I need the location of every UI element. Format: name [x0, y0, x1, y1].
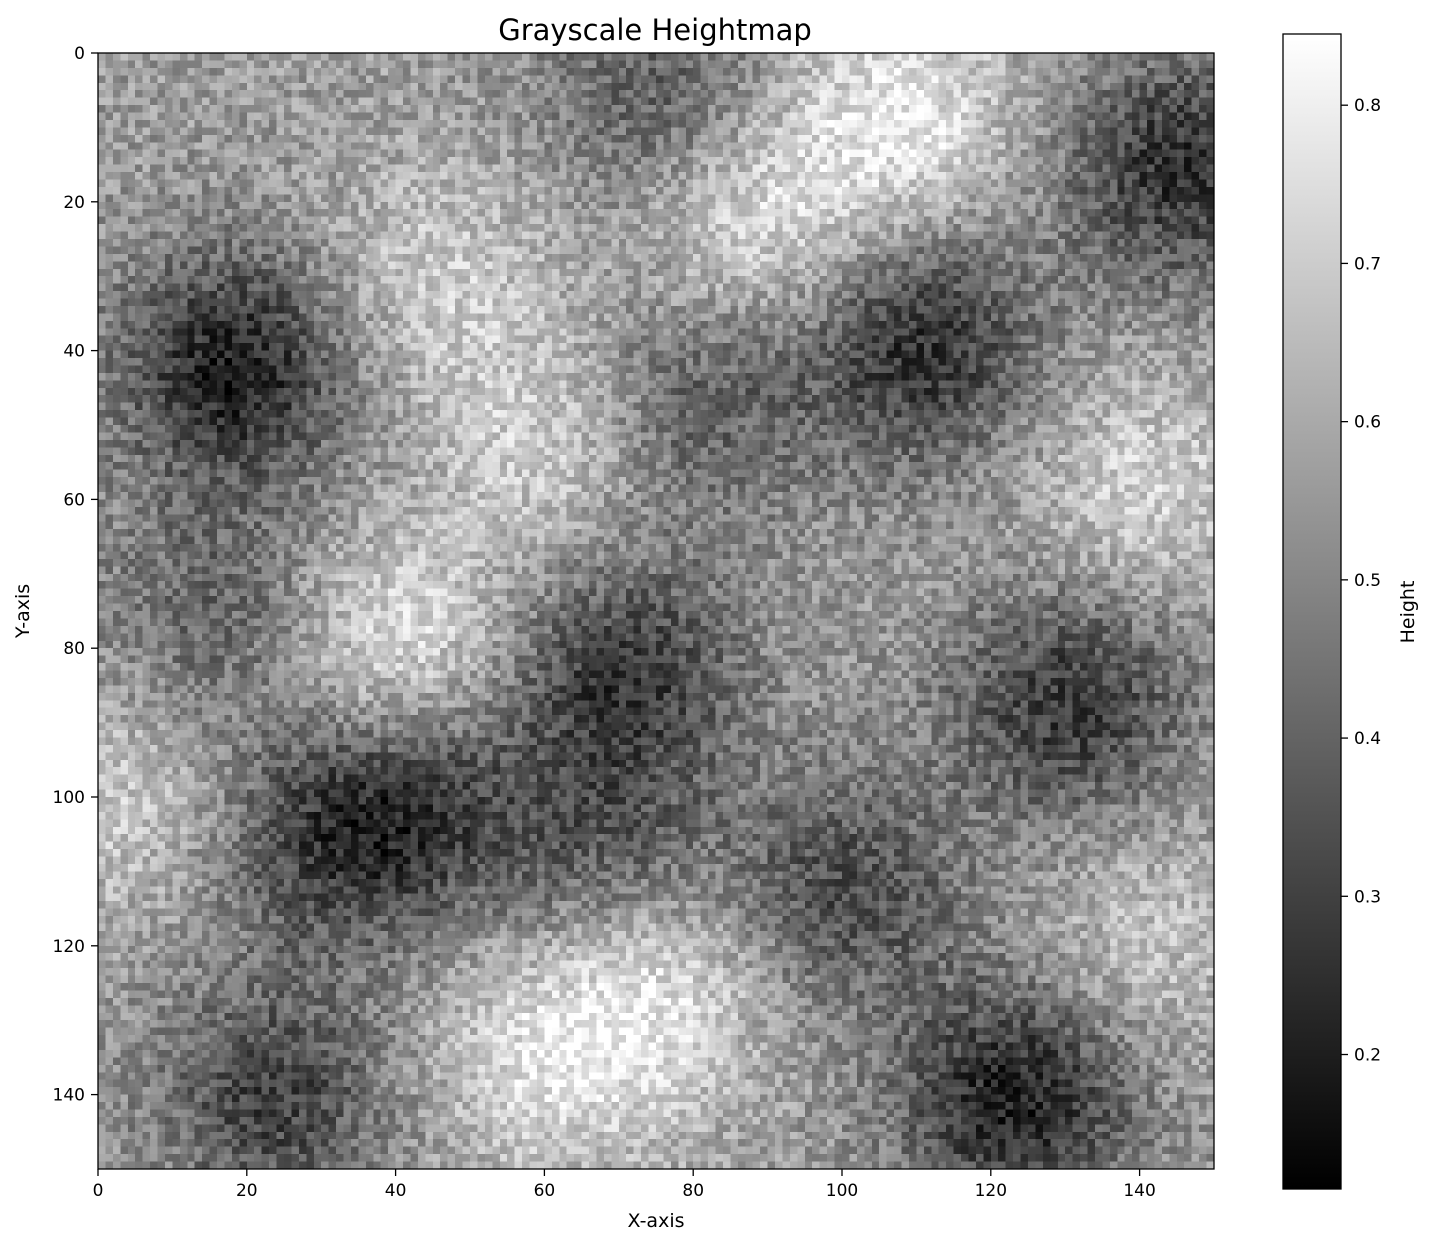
- x-tick-label: 120: [975, 1181, 1007, 1201]
- colorbar-tick-label: 0.2: [1354, 1046, 1381, 1066]
- x-tick-label: 0: [93, 1181, 104, 1201]
- colorbar-tick-label: 0.6: [1354, 413, 1381, 433]
- x-tick-label: 100: [826, 1181, 858, 1201]
- chart-title: Grayscale Heightmap: [498, 13, 812, 47]
- x-tick-label: 140: [1123, 1181, 1155, 1201]
- colorbar-ticks: 0.2 0.3 0.4 0.5 0.6 0.7 0.8: [1341, 96, 1381, 1066]
- y-tick-label: 60: [63, 490, 85, 510]
- x-tick-label: 40: [385, 1181, 407, 1201]
- x-axis-label: X-axis: [628, 1210, 685, 1232]
- colorbar-tick-label: 0.3: [1354, 887, 1381, 907]
- y-axis-ticks: 0 20 40 60 80 100 120 140: [53, 44, 98, 1106]
- y-tick-label: 20: [63, 193, 85, 213]
- y-tick-label: 120: [53, 937, 85, 957]
- x-tick-label: 60: [534, 1181, 556, 1201]
- colorbar-tick-label: 0.7: [1354, 254, 1381, 274]
- y-tick-label: 0: [74, 44, 85, 64]
- y-tick-label: 100: [53, 788, 85, 808]
- x-tick-label: 80: [682, 1181, 704, 1201]
- colorbar-tick-label: 0.5: [1354, 571, 1381, 591]
- colorbar-tick-label: 0.4: [1354, 729, 1381, 749]
- colorbar: [1282, 33, 1342, 1190]
- y-tick-label: 140: [53, 1086, 85, 1106]
- plot-frame: [97, 52, 1215, 1170]
- heatmap-image: [98, 53, 1214, 1169]
- x-tick-label: 20: [236, 1181, 258, 1201]
- colorbar-label: Height: [1397, 581, 1419, 644]
- colorbar-tick-label: 0.8: [1354, 96, 1381, 116]
- y-tick-label: 80: [63, 639, 85, 659]
- y-tick-label: 40: [63, 342, 85, 362]
- heatmap-area: [98, 53, 1214, 1169]
- y-axis-label: Y-axis: [12, 584, 34, 639]
- x-axis-ticks: 0 20 40 60 80 100 120 140: [93, 1169, 1156, 1201]
